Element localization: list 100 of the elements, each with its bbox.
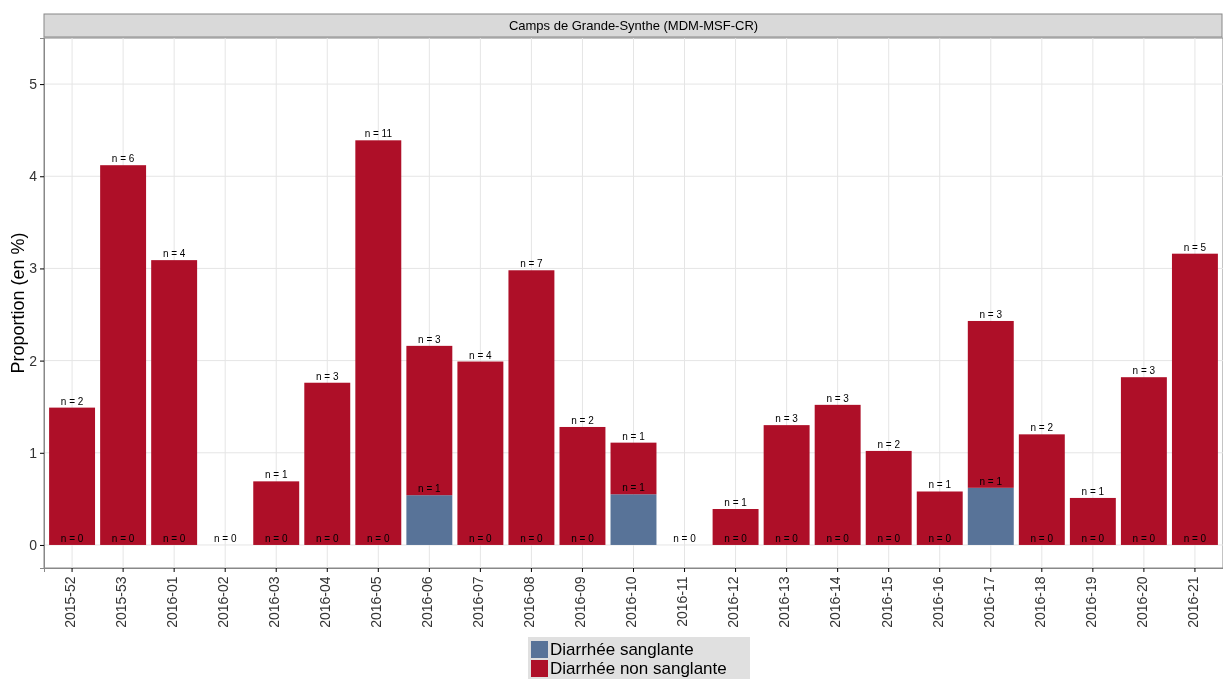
annotation: n = 5 [1183, 241, 1207, 253]
bar [1120, 377, 1167, 545]
annotation: n = 0 [60, 532, 84, 544]
x-tick-label: 2016-15 [878, 576, 895, 628]
annotation: n = 0 [1132, 532, 1156, 544]
bar [151, 260, 198, 545]
bar [559, 426, 606, 545]
y-tick-label: 0 [29, 536, 38, 553]
x-tick-label: 2016-18 [1031, 576, 1048, 628]
bar [610, 442, 657, 495]
x-tick-label: 2016-14 [827, 576, 844, 628]
x-tick-label: 2016-09 [572, 576, 589, 628]
x-tick-label: 2016-21 [1184, 576, 1201, 628]
annotation: n = 4 [469, 349, 493, 361]
legend-label: Diarrhée sanglante [550, 640, 694, 659]
x-tick-label: 2016-19 [1082, 576, 1099, 628]
bar [967, 487, 1014, 545]
x-tick-label: 2016-02 [214, 576, 231, 628]
x-tick-label: 2016-01 [163, 576, 180, 628]
x-tick-label: 2015-52 [61, 576, 78, 628]
annotation: n = 0 [724, 532, 748, 544]
x-tick-label: 2016-04 [317, 576, 334, 628]
x-tick-label: 2016-10 [623, 576, 640, 628]
y-tick-label: 4 [29, 168, 38, 185]
annotation: n = 0 [213, 532, 237, 544]
annotation: n = 1 [724, 497, 748, 509]
bar [610, 494, 657, 545]
x-tick-label: 2016-12 [725, 576, 742, 628]
x-tick-label: 2016-03 [266, 576, 283, 628]
annotation: n = 3 [775, 413, 799, 425]
y-axis-title: Proportion (en %) [8, 232, 28, 374]
annotation: n = 6 [111, 153, 135, 165]
bar [508, 270, 555, 545]
x-tick-label: 2016-05 [368, 576, 385, 628]
y-tick-label: 2 [29, 352, 38, 369]
x-tick-label: 2016-11 [674, 576, 691, 627]
bar [1171, 253, 1218, 545]
bar [406, 495, 453, 545]
annotation: n = 0 [469, 532, 493, 544]
y-tick-label: 5 [29, 76, 38, 93]
y-tick-label: 3 [29, 260, 38, 277]
x-tick-label: 2016-06 [419, 576, 436, 628]
annotation: n = 2 [877, 438, 901, 450]
x-tick-label: 2016-13 [776, 576, 793, 628]
bar [814, 404, 861, 545]
annotation: n = 0 [316, 532, 339, 544]
annotation: n = 0 [111, 532, 135, 544]
legend-label: Diarrhée non sanglante [550, 659, 727, 678]
annotation: n = 1 [979, 475, 1003, 487]
annotation: n = 1 [622, 482, 646, 494]
bar [763, 425, 810, 545]
annotation: n = 3 [979, 308, 1003, 320]
annotation: n = 2 [571, 414, 595, 426]
annotation: n = 1 [418, 483, 442, 495]
annotation: n = 0 [162, 532, 186, 544]
x-tick-label: 2016-16 [929, 576, 946, 628]
bar [865, 450, 912, 545]
annotation: n = 11 [364, 128, 393, 140]
annotation: n = 0 [264, 532, 288, 544]
annotation: n = 0 [877, 532, 901, 544]
bar [712, 509, 759, 545]
bar [967, 320, 1014, 488]
x-tick-label: 2016-17 [980, 576, 997, 628]
annotation: n = 0 [1030, 532, 1054, 544]
bar [457, 361, 504, 545]
x-tick-label: 2016-08 [521, 576, 538, 628]
bar [355, 140, 402, 545]
bar [1018, 434, 1065, 545]
annotation: n = 1 [264, 469, 288, 481]
annotation: n = 0 [673, 532, 697, 544]
annotation: n = 3 [418, 333, 442, 345]
chart-title: Camps de Grande-Synthe (MDM-MSF-CR) [508, 18, 759, 33]
bar [406, 345, 453, 496]
bar [1069, 497, 1116, 545]
annotation: n = 0 [520, 532, 544, 544]
annotation: n = 1 [928, 479, 952, 491]
bar [49, 407, 96, 545]
x-tick-label: 2015-53 [112, 576, 129, 628]
x-tick-label: 2016-07 [470, 576, 487, 628]
annotation: n = 0 [571, 532, 595, 544]
bar [253, 481, 300, 545]
annotation: n = 2 [1030, 422, 1054, 434]
annotation: n = 0 [826, 532, 850, 544]
x-tick-label: 2016-20 [1133, 576, 1150, 628]
annotation: n = 0 [1183, 532, 1207, 544]
annotation: n = 1 [1081, 485, 1105, 497]
bar [304, 382, 351, 545]
annotation: n = 0 [367, 532, 390, 544]
annotation: n = 4 [162, 248, 186, 260]
annotation: n = 0 [928, 532, 952, 544]
y-tick-label: 1 [29, 444, 38, 461]
annotation: n = 2 [60, 395, 84, 407]
bar [916, 491, 963, 545]
annotation: n = 3 [316, 370, 339, 382]
annotation: n = 3 [1132, 365, 1156, 377]
annotation: n = 3 [826, 392, 850, 404]
annotation: n = 0 [775, 532, 799, 544]
annotation: n = 0 [1081, 532, 1105, 544]
annotation: n = 1 [622, 430, 646, 442]
bar [100, 165, 147, 545]
